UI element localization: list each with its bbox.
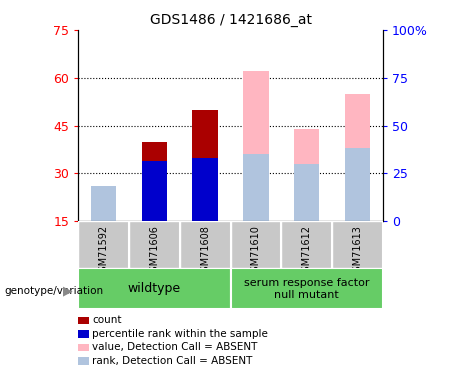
Bar (78, 268, 230, 309)
Text: GSM71610: GSM71610 (251, 225, 261, 278)
Bar (345, 94, 370, 221)
Text: GDS1486 / 1421686_at: GDS1486 / 1421686_at (149, 13, 312, 27)
Text: wildtype: wildtype (128, 282, 181, 295)
Bar (230, 221, 281, 268)
Bar (332, 221, 383, 268)
Bar (294, 129, 319, 221)
Bar (294, 164, 319, 221)
Text: value, Detection Call = ABSENT: value, Detection Call = ABSENT (92, 342, 258, 352)
Bar (193, 110, 218, 221)
Bar (193, 158, 218, 221)
Bar (129, 221, 180, 268)
Bar (142, 142, 167, 221)
Text: GSM71606: GSM71606 (149, 225, 160, 278)
Bar (243, 71, 268, 221)
Bar (345, 148, 370, 221)
Text: rank, Detection Call = ABSENT: rank, Detection Call = ABSENT (92, 356, 253, 366)
Text: percentile rank within the sample: percentile rank within the sample (92, 329, 268, 339)
Text: GSM71613: GSM71613 (352, 225, 362, 278)
Text: genotype/variation: genotype/variation (5, 286, 104, 296)
Bar (142, 160, 167, 221)
Bar (91, 186, 116, 221)
Bar (180, 221, 230, 268)
Text: GSM71612: GSM71612 (301, 225, 312, 278)
Text: count: count (92, 315, 122, 325)
Bar (91, 186, 116, 221)
Text: GSM71608: GSM71608 (200, 225, 210, 278)
Bar (78, 221, 129, 268)
Bar (230, 268, 383, 309)
Bar (281, 221, 332, 268)
Text: ▶: ▶ (63, 284, 73, 297)
Text: GSM71592: GSM71592 (99, 225, 109, 278)
Text: serum response factor
null mutant: serum response factor null mutant (244, 278, 369, 300)
Bar (243, 154, 268, 221)
